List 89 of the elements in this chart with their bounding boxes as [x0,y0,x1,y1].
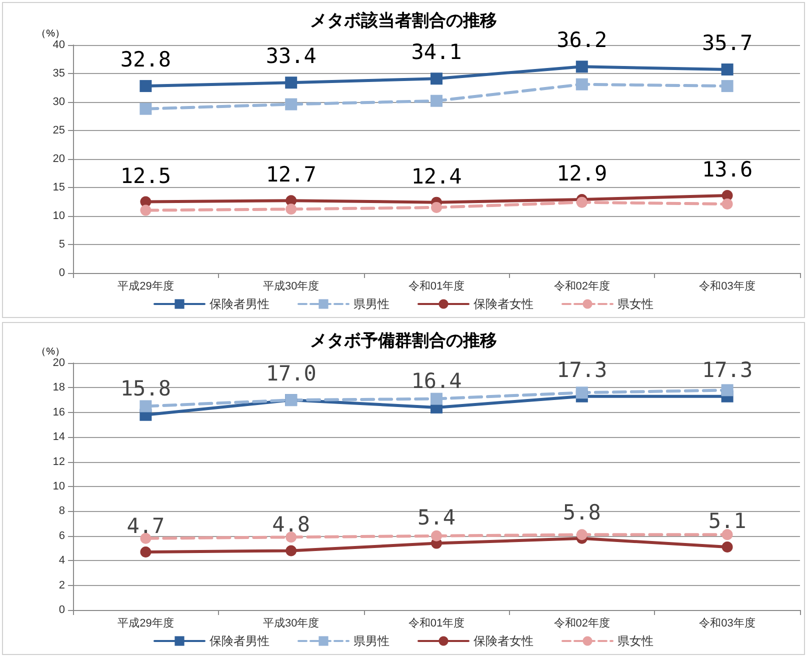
data-label: 5.1 [708,509,746,534]
point [286,204,297,215]
y-tick-label: 6 [58,530,65,542]
x-tick-label: 令和03年度 [699,616,756,630]
point [285,98,298,110]
point [721,80,734,92]
data-label: 36.2 [556,28,608,52]
x-tick-label: 令和02年度 [554,280,610,292]
point [140,102,152,115]
x-tick-label: 令和03年度 [699,280,756,292]
data-label: 35.7 [702,31,753,56]
point [140,532,152,544]
legend-label: 県男性 [354,297,390,311]
x-tick-label: 平成30年度 [262,616,320,630]
legend-label: 保険者男性 [210,634,270,648]
point [576,60,588,73]
y-axis-title: （%） [36,346,65,358]
y-tick-label: 2 [58,579,65,592]
chart-title: メタボ予備群割合の推移 [310,331,497,350]
legend-label: 県女性 [618,297,654,311]
y-tick-label: 5 [58,238,65,250]
x-tick-label: 平成29年度 [118,616,174,630]
point [430,94,442,107]
data-label: 13.6 [702,157,753,182]
data-label: 4.7 [126,514,165,538]
point [285,76,298,89]
point [430,72,442,85]
legend-label: 県男性 [354,634,390,648]
x-tick-label: 平成30年度 [262,280,320,292]
y-tick-label: 4 [58,554,65,567]
point [431,202,442,213]
data-label: 15.8 [120,376,171,400]
x-tick-label: 平成29年度 [118,280,174,292]
y-tick-label: 25 [52,124,65,136]
point [576,196,588,208]
point [286,545,297,556]
y-tick-label: 30 [52,96,65,108]
y-tick-label: 0 [58,604,65,616]
point [722,529,733,540]
legend-label: 保険者男性 [210,297,270,311]
point [140,546,152,558]
x-tick-label: 令和01年度 [408,616,465,630]
legend-label: 県女性 [618,634,654,648]
data-label: 17.3 [702,358,753,382]
x-tick-label: 令和02年度 [554,616,610,630]
data-label: 16.4 [411,368,462,393]
point [140,400,152,412]
y-tick-label: 40 [52,39,65,51]
data-label: 12.4 [411,164,462,188]
legend-label: 保険者女性 [474,634,534,648]
data-label: 5.8 [562,500,601,524]
point [721,64,734,76]
point [431,530,442,542]
y-axis-title: （%） [36,28,65,40]
data-label: 5.4 [418,505,456,530]
point [576,78,588,90]
data-label: 12.9 [556,161,608,186]
y-tick-label: 15 [52,182,65,194]
point [576,386,588,399]
y-tick-label: 8 [58,505,65,518]
data-label: 34.1 [411,40,462,64]
chart-title: メタボ該当者割合の推移 [310,11,497,30]
data-label: 17.3 [556,358,608,382]
data-label: 32.8 [120,48,171,72]
point [140,204,152,216]
y-tick-label: 20 [52,357,65,369]
data-label: 12.5 [120,164,171,188]
y-tick-label: 12 [52,456,65,468]
point [286,532,297,543]
y-tick-label: 20 [52,153,65,165]
point [721,384,734,396]
data-label: 12.7 [266,162,316,187]
data-label: 17.0 [266,362,316,386]
legend-label: 保険者女性 [474,297,534,311]
point [722,542,733,553]
data-label: 33.4 [266,44,316,68]
y-tick-label: 18 [52,382,65,394]
point [140,80,152,92]
data-label: 4.8 [272,512,310,537]
y-tick-label: 16 [52,406,65,418]
point [430,392,442,405]
y-tick-label: 0 [58,267,65,279]
point [576,529,588,540]
y-tick-label: 14 [52,431,65,444]
x-tick-label: 令和01年度 [408,280,465,292]
y-tick-label: 10 [52,480,65,492]
y-tick-label: 35 [52,68,65,80]
y-tick-label: 10 [52,210,65,222]
point [722,198,733,210]
